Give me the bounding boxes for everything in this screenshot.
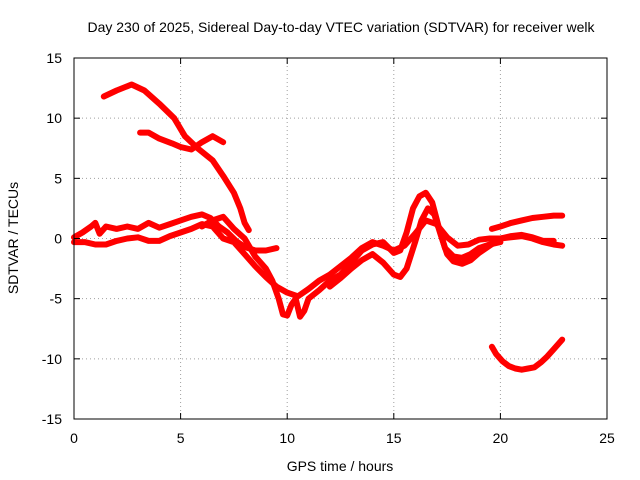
- series-arc-4: [71, 217, 566, 300]
- y-axis: -15 -10 -5 0 5 10 15: [42, 50, 607, 427]
- x-tick-label: 0: [70, 430, 78, 446]
- x-axis: 0 5 10 15 20 25: [70, 58, 615, 446]
- series-layer: [71, 81, 566, 373]
- y-tick-label: 0: [54, 231, 62, 247]
- y-tick-label: 15: [46, 50, 62, 66]
- series-arc-2: [137, 129, 227, 153]
- y-tick-label: -15: [42, 411, 62, 427]
- series-arc-1: [100, 81, 252, 234]
- y-tick-label: 5: [54, 170, 62, 186]
- chart-title: Day 230 of 2025, Sidereal Day-to-day VTE…: [87, 19, 595, 35]
- x-tick-label: 15: [386, 430, 402, 446]
- series-arc-8: [488, 336, 566, 373]
- y-axis-label: SDTVAR / TECUs: [5, 182, 21, 294]
- series-arc-7: [488, 212, 566, 232]
- x-tick-label: 25: [599, 430, 615, 446]
- x-tick-label: 5: [177, 430, 185, 446]
- x-tick-label: 10: [279, 430, 295, 446]
- series-arc-3: [71, 211, 280, 254]
- y-tick-label: -5: [50, 291, 63, 307]
- series-arc-6: [326, 205, 557, 290]
- x-axis-label: GPS time / hours: [287, 458, 394, 474]
- y-tick-label: 10: [46, 110, 62, 126]
- x-tick-label: 20: [493, 430, 509, 446]
- y-tick-label: -10: [42, 351, 62, 367]
